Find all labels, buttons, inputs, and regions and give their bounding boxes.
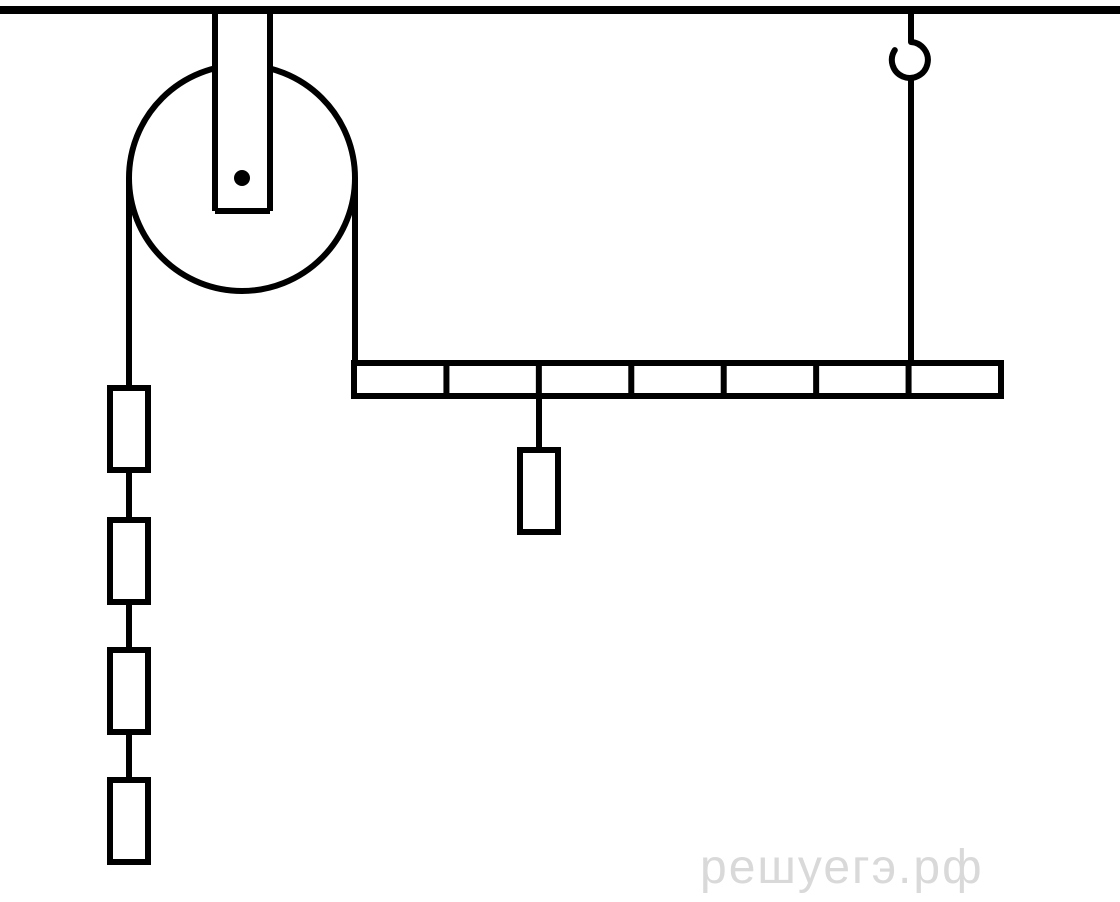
physics-diagram	[0, 0, 1120, 902]
